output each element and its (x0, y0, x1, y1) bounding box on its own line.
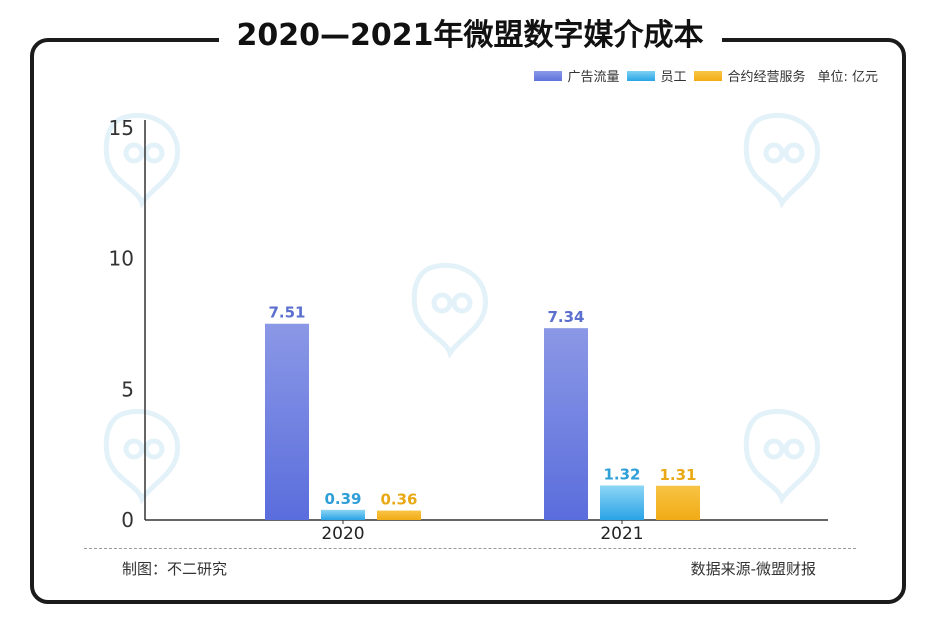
legend-swatch-staff (627, 70, 656, 81)
x-tick-label: 2020 (321, 524, 364, 544)
bar-service-2021 (656, 485, 700, 520)
legend-label-staff: 员工 (660, 70, 687, 85)
data-label: 1.31 (659, 466, 696, 484)
legend-item-service: 合约经营服务 (694, 66, 805, 85)
watermark-logo-icon (743, 112, 820, 209)
footer-source: 数据来源-微盟财报 (690, 560, 816, 578)
data-label: 7.51 (268, 304, 305, 322)
y-tick-label: 15 (109, 116, 134, 140)
watermark-logo-icon (103, 408, 180, 505)
data-label: 1.32 (603, 466, 640, 484)
x-ticks: 2020 2021 (321, 520, 644, 544)
bar-ad-2020 (265, 323, 309, 520)
legend-label-service: 合约经营服务 (727, 70, 806, 85)
legend-item-ad: 广告流量 (534, 66, 619, 85)
watermark-logo-icon (103, 112, 180, 209)
title-wrap: 2020—2021年微盟数字媒介成本 (0, 10, 940, 54)
bar-staff-2021 (600, 485, 644, 520)
footer-credit: 制图：不二研究 (122, 560, 228, 578)
y-tick-label: 0 (121, 508, 134, 532)
y-ticks: 0 5 10 15 (109, 116, 134, 532)
data-label: 7.34 (547, 308, 584, 326)
chart-title: 2020—2021年微盟数字媒介成本 (218, 10, 722, 54)
legend: 广告流量 员工 合约经营服务 单位: 亿元 (526, 66, 878, 85)
y-tick-label: 10 (109, 247, 134, 271)
watermark-logo-icon (743, 408, 820, 505)
bar-staff-2020 (321, 509, 365, 520)
data-label: 0.39 (324, 490, 361, 508)
legend-label-ad: 广告流量 (567, 70, 620, 85)
data-labels: 7.51 0.39 0.36 7.34 1.32 1.31 (268, 304, 696, 509)
legend-swatch-service (694, 70, 723, 81)
bar-ad-2021 (544, 328, 588, 520)
unit-label: 单位: 亿元 (817, 70, 878, 85)
bar-service-2020 (377, 510, 421, 520)
footer-divider (84, 548, 856, 549)
x-tick-label: 2021 (600, 524, 643, 544)
legend-swatch-ad (534, 70, 563, 81)
watermark-logo-icon (411, 262, 488, 359)
data-label: 0.36 (380, 491, 417, 509)
y-tick-label: 5 (121, 377, 134, 401)
bars (265, 323, 700, 520)
legend-item-staff: 员工 (627, 66, 686, 85)
